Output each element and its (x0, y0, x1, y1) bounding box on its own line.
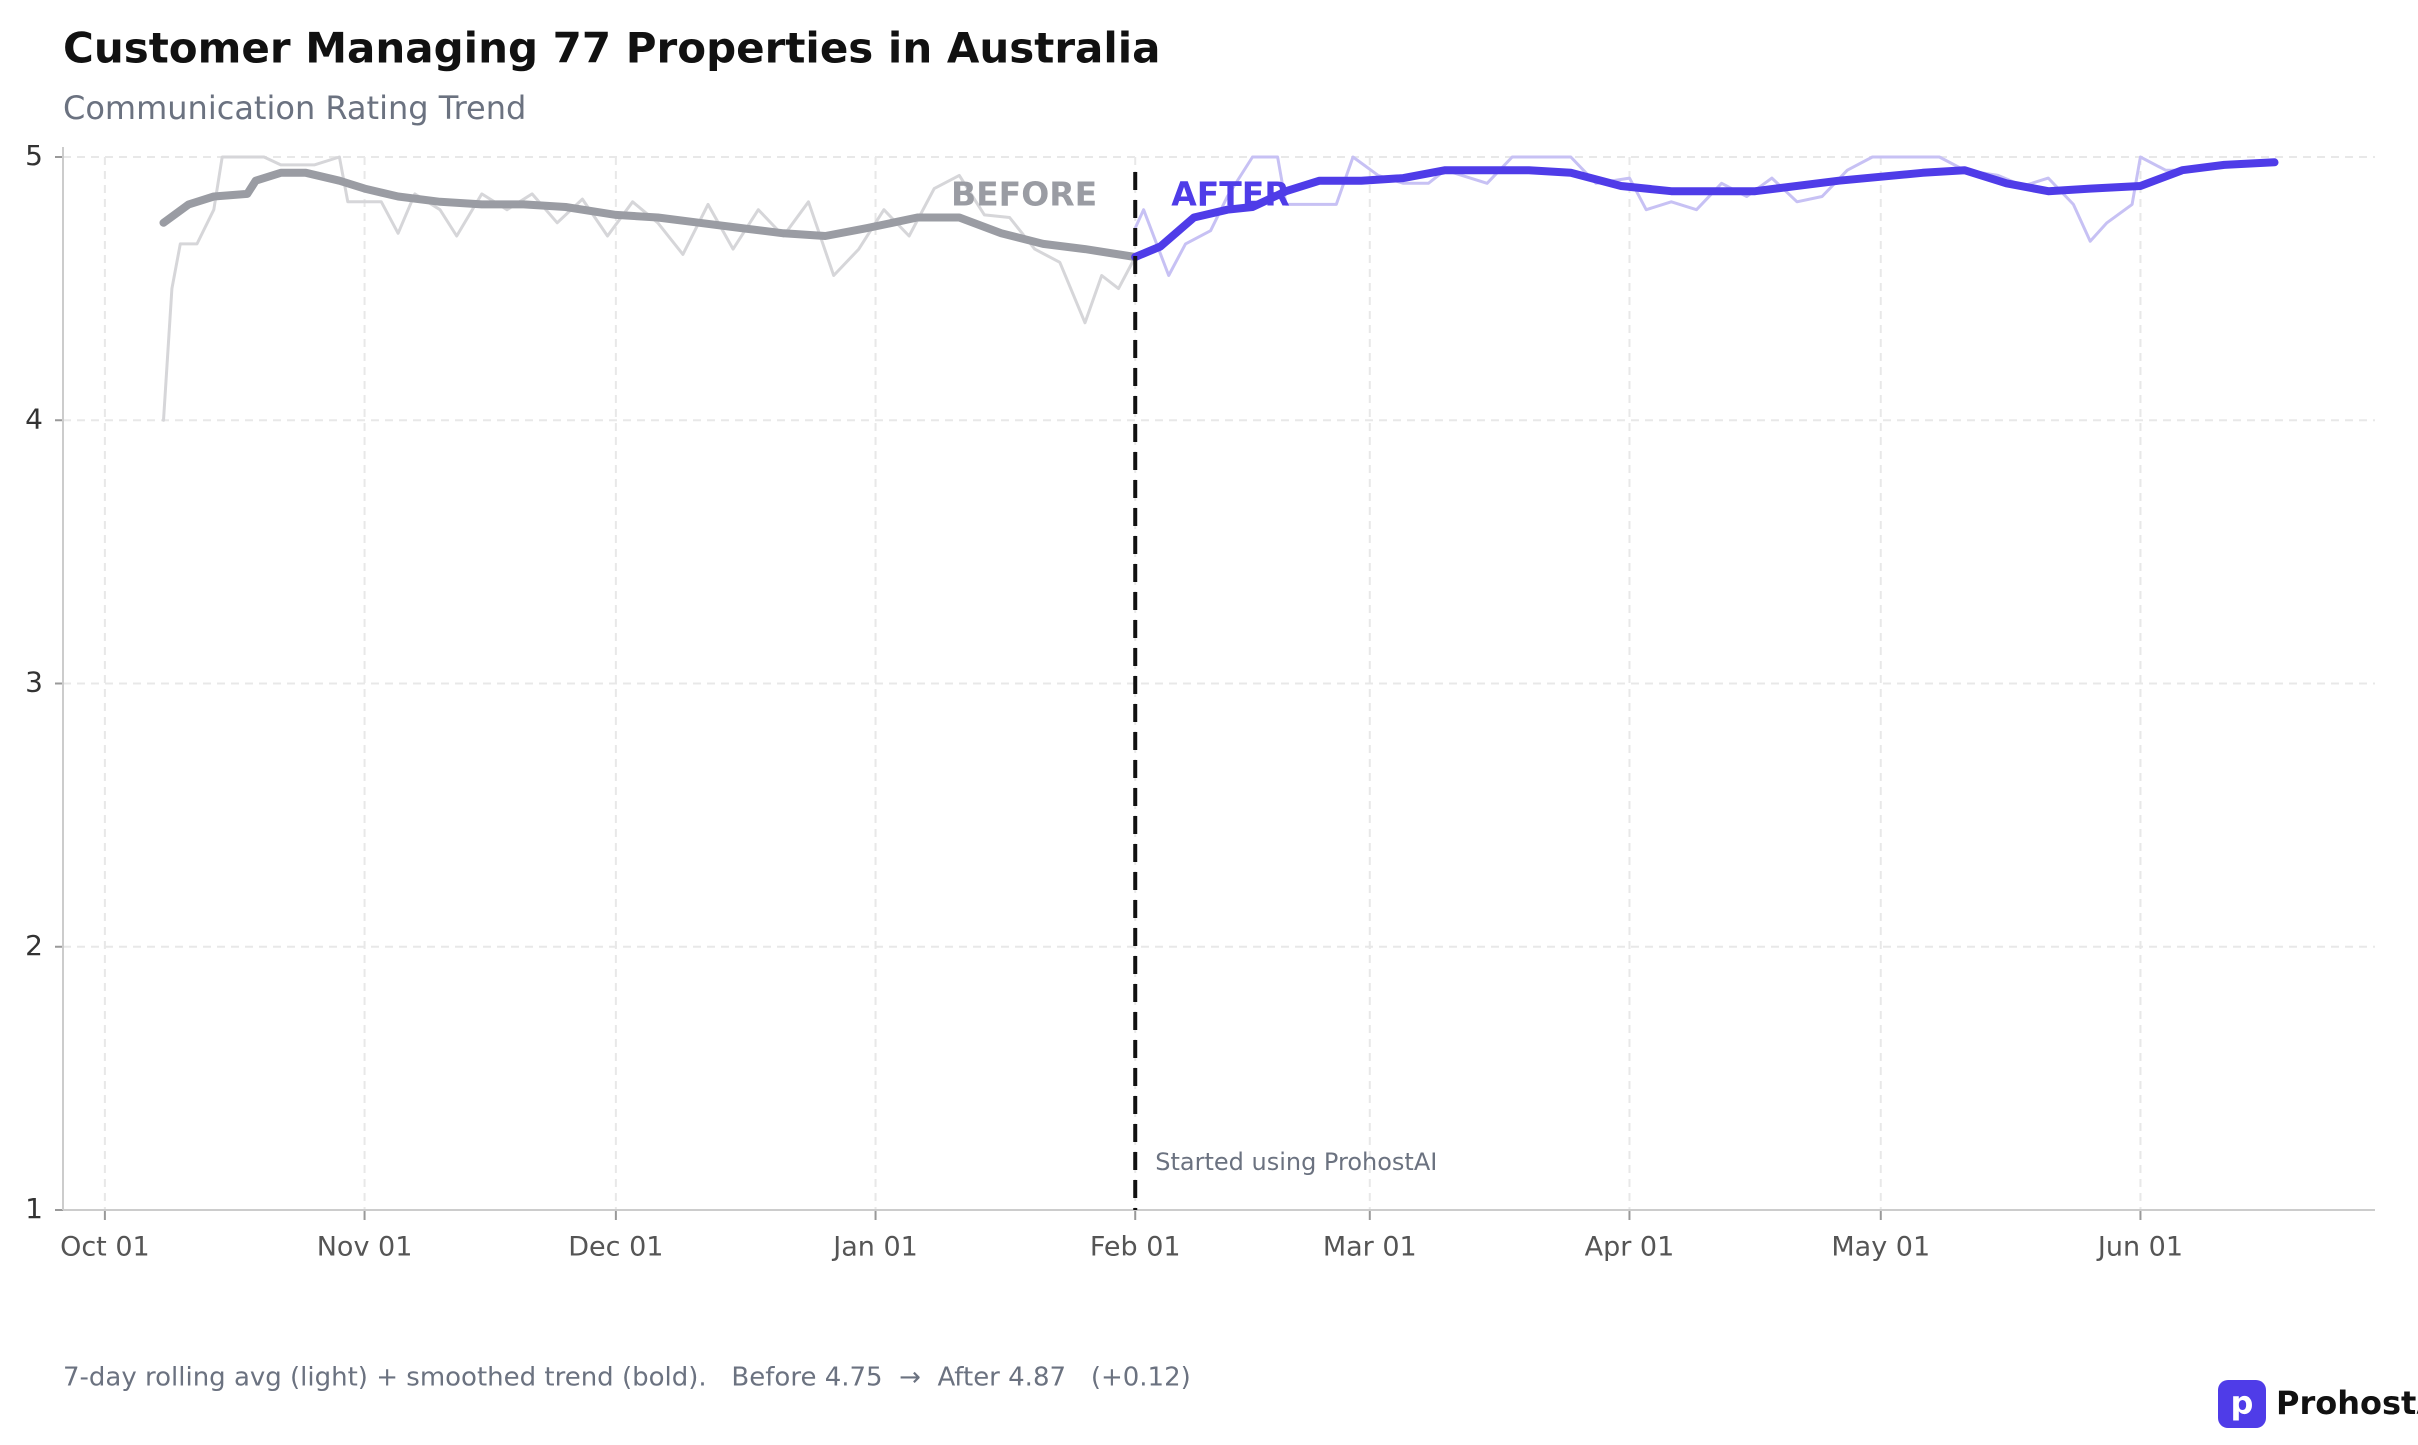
chart-title: Customer Managing 77 Properties in Austr… (63, 24, 1161, 73)
x-tick-label: Nov 01 (317, 1232, 413, 1263)
x-tick-label: Apr 01 (1585, 1232, 1675, 1263)
y-tick-label: 4 (25, 402, 43, 435)
before-label: BEFORE (951, 175, 1097, 214)
y-tick-label: 3 (25, 666, 43, 699)
x-tick-label: Oct 01 (60, 1232, 150, 1263)
line (1131, 158, 2279, 261)
y-tick-label: 5 (25, 139, 43, 172)
line (159, 168, 1140, 261)
x-tick-label: Jan 01 (831, 1232, 918, 1263)
brand-icon-bg (2218, 1380, 2266, 1428)
x-tick-label: Feb 01 (1090, 1232, 1181, 1263)
x-tick-label: Jun 01 (2096, 1232, 2183, 1263)
x-tick-label: Dec 01 (568, 1232, 663, 1263)
footnote: 7-day rolling avg (light) + smoothed tre… (63, 1363, 1191, 1393)
brand-name: ProhostAI (2276, 1384, 2418, 1422)
after-label: AFTER (1171, 175, 1290, 214)
y-tick-label: 1 (25, 1192, 43, 1225)
x-tick-label: Mar 01 (1323, 1232, 1417, 1263)
event-label: Started using ProhostAI (1155, 1148, 1437, 1176)
line (1133, 155, 2201, 277)
x-tick-label: May 01 (1831, 1232, 1930, 1263)
y-tick-label: 2 (25, 929, 43, 962)
chart-subtitle: Communication Rating Trend (63, 89, 526, 127)
brand-icon: p (2231, 1384, 2254, 1422)
